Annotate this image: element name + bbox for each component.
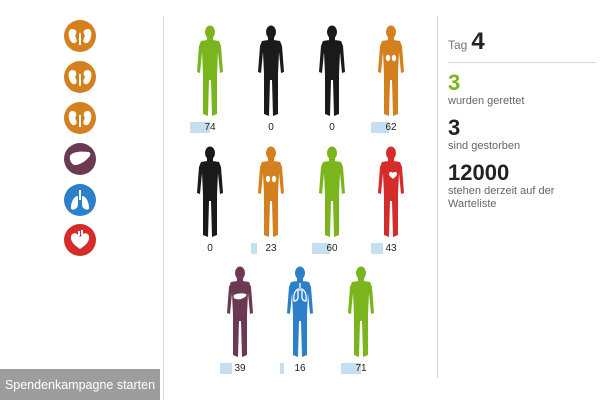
waiting-days-indicator: 23 bbox=[251, 243, 291, 254]
stats-divider bbox=[437, 16, 438, 378]
waiting-days-count: 0 bbox=[329, 122, 335, 133]
day-value: 4 bbox=[471, 28, 485, 55]
waiting-days-count: 0 bbox=[207, 243, 213, 254]
waiting-patient-figure[interactable]: 16 bbox=[280, 265, 320, 375]
deceased-patient-figure[interactable]: 0 bbox=[253, 24, 289, 134]
deceased-patient-figure[interactable]: 0 bbox=[192, 145, 228, 255]
person-silhouette bbox=[227, 266, 253, 357]
day-counter: Tag 4 bbox=[448, 28, 598, 60]
waiting-days-bar bbox=[312, 243, 330, 254]
deceased-count: 3 bbox=[448, 115, 461, 140]
waiting-days-count: 43 bbox=[385, 243, 397, 254]
stats-panel: Tag 4 3 wurden gerettet 3 sind gestorben… bbox=[448, 28, 598, 219]
waiting-days-indicator: 0 bbox=[190, 243, 230, 254]
waiting-days-count: 60 bbox=[326, 243, 338, 254]
organ-kidney-button[interactable] bbox=[64, 61, 96, 93]
saved-text: wurden gerettet bbox=[448, 95, 525, 107]
organ-heart-button[interactable] bbox=[64, 224, 96, 256]
person-silhouette bbox=[287, 266, 313, 357]
waiting-days-indicator: 0 bbox=[312, 122, 352, 133]
waiting-days-count: 16 bbox=[294, 363, 306, 374]
waiting-days-count: 23 bbox=[265, 243, 277, 254]
waiting-days-indicator: 43 bbox=[371, 243, 411, 254]
waiting-days-count: 74 bbox=[204, 122, 216, 133]
organ-lungs-button[interactable] bbox=[64, 184, 96, 216]
waiting-patient-figure[interactable]: 62 bbox=[371, 24, 411, 134]
organ-kidney-button[interactable] bbox=[64, 20, 96, 52]
sidebar-divider bbox=[163, 16, 164, 400]
waiting-days-bar bbox=[341, 363, 361, 374]
waiting-days-indicator: 71 bbox=[341, 363, 381, 374]
waiting-days-count: 62 bbox=[385, 122, 397, 133]
waiting-days-indicator: 74 bbox=[190, 122, 230, 133]
person-silhouette bbox=[258, 25, 284, 116]
saved-count: 3 bbox=[448, 70, 461, 95]
lungs-icon bbox=[67, 187, 93, 213]
waiting-days-count: 71 bbox=[355, 363, 367, 374]
deceased-text: sind gestorben bbox=[448, 140, 521, 152]
stats-divider-line bbox=[448, 62, 596, 63]
liver-icon bbox=[67, 146, 93, 172]
person-silhouette bbox=[378, 25, 404, 116]
organ-liver-button[interactable] bbox=[64, 143, 96, 175]
waiting-text: stehen derzeit auf der Warteliste bbox=[448, 185, 555, 210]
waiting-days-indicator: 16 bbox=[280, 363, 320, 374]
waiting-days-bar bbox=[190, 122, 210, 133]
waiting-patient-figure[interactable]: 39 bbox=[220, 265, 260, 375]
waiting-days-bar bbox=[220, 363, 232, 374]
organ-kidney-button[interactable] bbox=[64, 102, 96, 134]
deceased-patient-figure[interactable]: 0 bbox=[314, 24, 350, 134]
kidney-icon bbox=[67, 23, 93, 49]
waiting-days-indicator: 0 bbox=[251, 122, 291, 133]
waiting-patient-figure[interactable]: 23 bbox=[251, 145, 291, 255]
waiting-days-count: 0 bbox=[268, 122, 274, 133]
waiting-days-bar bbox=[251, 243, 257, 254]
kidney-icon bbox=[67, 64, 93, 90]
person-silhouette bbox=[197, 146, 223, 237]
kidney-icon bbox=[67, 105, 93, 131]
start-campaign-button[interactable]: Spendenkampagne starten bbox=[0, 369, 160, 400]
saved-patient-figure[interactable]: 71 bbox=[341, 265, 381, 375]
heart-icon bbox=[67, 227, 93, 253]
day-label: Tag bbox=[448, 38, 468, 52]
waiting-days-bar bbox=[280, 363, 284, 374]
waiting-count: 12000 bbox=[448, 160, 510, 185]
person-silhouette bbox=[319, 25, 345, 116]
waiting-patient-figure[interactable]: 43 bbox=[371, 145, 411, 255]
person-silhouette bbox=[348, 266, 374, 357]
person-silhouette bbox=[258, 146, 284, 237]
waiting-days-bar bbox=[371, 243, 383, 254]
saved-patient-figure[interactable]: 74 bbox=[190, 24, 230, 134]
saved-patient-figure[interactable]: 60 bbox=[312, 145, 352, 255]
person-silhouette bbox=[197, 25, 223, 116]
waiting-days-count: 39 bbox=[234, 363, 246, 374]
waiting-days-indicator: 39 bbox=[220, 363, 260, 374]
person-silhouette bbox=[319, 146, 345, 237]
person-silhouette bbox=[378, 146, 404, 237]
waiting-days-indicator: 62 bbox=[371, 122, 411, 133]
waiting-days-indicator: 60 bbox=[312, 243, 352, 254]
waiting-days-bar bbox=[371, 122, 389, 133]
organ-sidebar: Spendenkampagne starten bbox=[0, 0, 163, 400]
